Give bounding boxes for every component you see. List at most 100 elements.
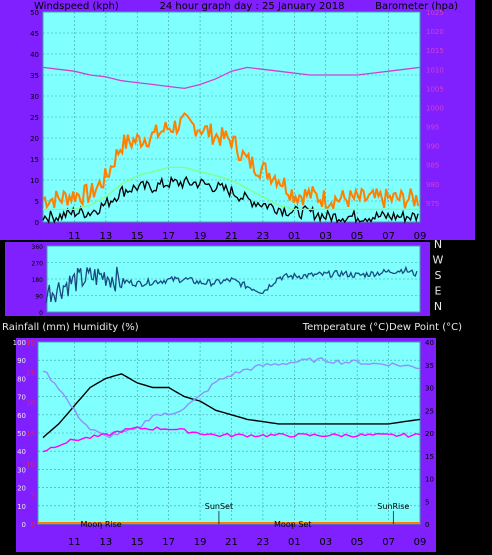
gust-series-line: [42, 112, 420, 210]
wind-tick-label: 45: [30, 30, 39, 38]
barometer-tick-label: 975: [426, 200, 439, 208]
humidity-tick-label: 100: [13, 339, 26, 347]
temp-time-label: 11: [68, 537, 81, 548]
event-marker-label: Moon Rise: [81, 520, 122, 529]
temp-time-label: 19: [194, 537, 207, 548]
temp-time-label: 03: [319, 537, 332, 548]
humidity-series-line: [42, 357, 421, 439]
direction-tick-label: 90: [35, 294, 43, 301]
direction-tick-label: 360: [32, 244, 44, 251]
temp-time-label: 01: [288, 537, 301, 548]
wind-tick-label: 25: [30, 114, 39, 122]
temp-time-label: 17: [162, 537, 175, 548]
temp-time-label: 23: [257, 537, 270, 548]
barometer-tick-label: 995: [426, 124, 439, 132]
barometer-tick-label: 1015: [426, 47, 444, 55]
compass-label: S: [435, 269, 442, 282]
temperature-dewpoint-axis-title: Temperature (°C)Dew Point (°C): [302, 322, 462, 333]
direction-tick-label: 180: [32, 277, 44, 284]
rain-humidity-axis-title: Rainfall (mm) Humidity (%): [2, 322, 139, 333]
humidity-tick-label: 20: [17, 485, 26, 493]
wind-time-label: 09: [414, 231, 427, 242]
graph-title: 24 hour graph day : 25 January 2018: [160, 1, 345, 12]
humidity-tick-label: 10: [17, 503, 26, 511]
rain-tick-label: 30: [26, 339, 35, 347]
wind-time-label: 15: [131, 231, 144, 242]
temp-time-label: 13: [99, 537, 112, 548]
compass-label: W: [433, 254, 444, 267]
event-marker-label: Moon Set: [274, 520, 311, 529]
barometer-series-line: [42, 66, 421, 90]
temperature-tick-label: 25: [425, 407, 434, 415]
temperature-tick-label: 20: [425, 430, 434, 438]
wind-tick-label: 15: [30, 156, 39, 164]
wind-time-label: 21: [225, 231, 238, 242]
temp-time-label: 09: [414, 537, 427, 548]
temperature-tick-label: 30: [425, 385, 434, 393]
rain-tick-label: 20: [26, 400, 35, 408]
temperature-tick-label: 15: [425, 453, 434, 461]
humidity-tick-label: 0: [22, 521, 26, 529]
barometer-tick-label: 1005: [426, 85, 444, 93]
wind-plot-layer: 0510152025303540455097598098599099510001…: [30, 9, 444, 242]
wind-tick-label: 5: [35, 198, 39, 206]
humidity-tick-label: 50: [17, 430, 26, 438]
temperature-tick-label: 40: [425, 339, 434, 347]
humidity-tick-label: 80: [17, 375, 26, 383]
barometer-tick-label: 1010: [426, 66, 444, 74]
wind-time-label: 05: [351, 231, 364, 242]
direction-tick-label: 270: [32, 261, 44, 268]
wind-time-label: 01: [288, 231, 301, 242]
windspeed-series-line: [42, 175, 419, 224]
temp-time-label: 05: [351, 537, 364, 548]
humidity-tick-label: 70: [17, 394, 26, 402]
windspeed-axis-title: Windspeed (kph): [34, 1, 119, 12]
wind_avg-series-line: [43, 166, 420, 211]
humidity-tick-label: 40: [17, 448, 26, 456]
barometer-tick-label: 1000: [426, 104, 444, 112]
temperature-tick-label: 0: [425, 521, 429, 529]
wind-tick-label: 40: [30, 51, 39, 59]
wind-time-label: 17: [162, 231, 175, 242]
wind-time-label: 19: [194, 231, 207, 242]
wind-tick-label: 35: [30, 72, 39, 80]
wind-time-label: 07: [382, 231, 395, 242]
barometer-tick-label: 985: [426, 162, 439, 170]
rain-tick-label: 10: [26, 460, 35, 468]
wind-time-label: 23: [257, 231, 270, 242]
rain-tick-label: 5: [31, 491, 35, 499]
temp-time-label: 15: [131, 537, 144, 548]
temp-time-label: 21: [225, 537, 238, 548]
temperature-tick-label: 10: [425, 476, 434, 484]
wind-time-label: 03: [319, 231, 332, 242]
humidity-tick-label: 30: [17, 466, 26, 474]
wind-tick-label: 50: [30, 9, 39, 17]
rain-tick-label: 15: [26, 430, 35, 438]
barometer-tick-label: 980: [426, 181, 439, 189]
barometer-axis-title: Barometer (hpa): [375, 1, 458, 12]
temperature-tick-label: 5: [425, 498, 429, 506]
temperature-plot-layer: 0102030405060708090100051015202530051015…: [13, 339, 434, 548]
event-marker-label: SunRise: [377, 502, 409, 511]
direction-series-line: [45, 265, 418, 303]
temperature-tick-label: 35: [425, 362, 434, 370]
wind-tick-label: 10: [30, 177, 39, 185]
temp-time-label: 07: [382, 537, 395, 548]
compass-label: E: [435, 285, 442, 298]
wind-time-label: 13: [99, 231, 112, 242]
direction-tick-label: 0: [39, 310, 43, 317]
rain-tick-label: 0: [31, 521, 35, 529]
event-marker-label: SunSet: [205, 502, 233, 511]
dew_point-series-line: [42, 426, 421, 453]
humidity-tick-label: 60: [17, 412, 26, 420]
wind-time-label: 11: [68, 231, 81, 242]
compass-label: N: [434, 300, 442, 313]
compass-label: N: [434, 238, 442, 251]
wind-tick-label: 0: [35, 219, 39, 227]
barometer-tick-label: 990: [426, 143, 439, 151]
humidity-tick-label: 90: [17, 357, 26, 365]
wind-tick-label: 30: [30, 93, 39, 101]
